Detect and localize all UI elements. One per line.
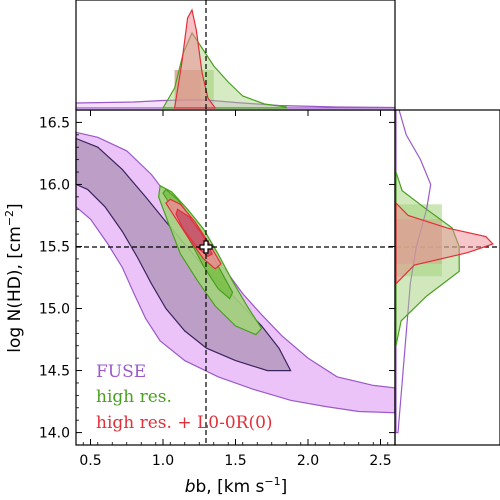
right-marginal-2 — [395, 201, 494, 286]
top-marginal-2 — [173, 8, 217, 109]
x-tick-label-1: 1.0 — [152, 453, 174, 469]
reference-point-marker — [199, 240, 213, 254]
y-tick-label-2: 15.0 — [39, 302, 70, 318]
legend: FUSE high res. high res. + L0-0R(0) — [96, 362, 273, 433]
right-panel-frame — [394, 109, 500, 446]
right-marginal-panel — [394, 109, 500, 446]
axis-ticks: 0.5 1.0 1.5 2.0 2.5 14.0 14.5 15.0 15.5 16.0 16.5 — [39, 110, 395, 469]
y-tick-label-3: 15.5 — [39, 239, 70, 255]
y-tick-label-4: 16.0 — [39, 177, 70, 193]
y-tick-label-1: 14.5 — [39, 364, 70, 380]
x-tick-label-3: 2.0 — [297, 453, 319, 469]
x-tick-label-0: 0.5 — [79, 453, 101, 469]
x-tick-label-2: 1.5 — [224, 453, 246, 469]
top-marginal-distributions — [75, 8, 396, 109]
x-axis-label: bb, [km s−1] — [185, 475, 288, 497]
top-marginal-panel — [75, 0, 396, 111]
y-tick-label-5: 16.5 — [39, 115, 70, 131]
y-axis-label: log N(HD), [cm−2] — [3, 203, 25, 352]
legend-highres: high res. — [96, 387, 172, 407]
y-tick-label-0: 14.0 — [39, 426, 70, 442]
legend-highres-lo: high res. + L0-0R(0) — [96, 413, 273, 433]
x-tick-label-4: 2.5 — [369, 453, 391, 469]
legend-fuse: FUSE — [96, 362, 146, 382]
right-marginal-distributions — [395, 109, 494, 434]
